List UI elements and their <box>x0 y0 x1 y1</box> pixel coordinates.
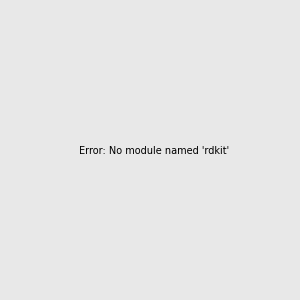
Text: Error: No module named 'rdkit': Error: No module named 'rdkit' <box>79 146 229 157</box>
